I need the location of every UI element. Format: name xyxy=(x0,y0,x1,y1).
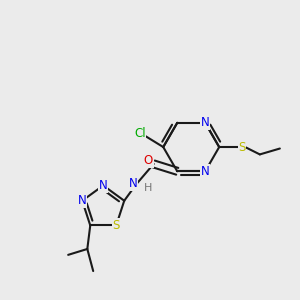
Text: H: H xyxy=(144,183,152,193)
Text: N: N xyxy=(99,179,108,192)
Text: O: O xyxy=(144,154,153,167)
Text: N: N xyxy=(201,116,210,129)
Text: N: N xyxy=(201,165,210,178)
Text: S: S xyxy=(238,141,246,154)
Text: N: N xyxy=(129,177,137,190)
Text: N: N xyxy=(78,194,87,207)
Text: Cl: Cl xyxy=(134,127,146,140)
Text: S: S xyxy=(112,219,120,232)
